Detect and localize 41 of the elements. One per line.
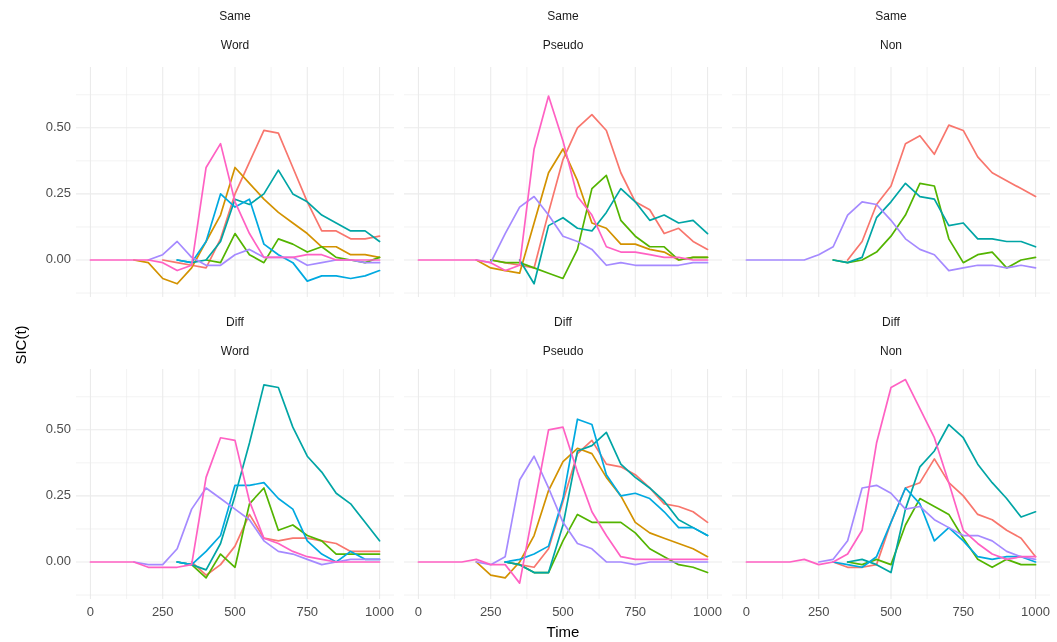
chart-subtitle: Pseudo <box>542 344 584 359</box>
y-tick-label: 0.00 <box>45 553 71 569</box>
x-axis-title: Time <box>546 622 580 640</box>
chart-title: Same <box>547 9 579 24</box>
chart-subtitle: Word <box>220 344 250 359</box>
chart-title: Diff <box>882 315 901 330</box>
line-series <box>176 193 381 282</box>
x-tick-label: 500 <box>552 604 574 620</box>
chart-subtitle: Non <box>879 38 903 53</box>
x-tick-label: 250 <box>807 604 830 620</box>
line-series <box>89 436 381 569</box>
x-tick-label: 250 <box>479 604 502 620</box>
x-tick-label: 0 <box>742 604 751 620</box>
x-tick-label: 1000 <box>365 604 395 620</box>
x-tick-label: 500 <box>880 604 902 620</box>
x-tick-label: 250 <box>151 604 174 620</box>
x-tick-label: 750 <box>296 604 319 620</box>
chart-subtitle: Non <box>879 344 903 359</box>
chart-title: Same <box>875 9 907 24</box>
chart-title: Diff <box>554 315 573 330</box>
x-tick-label: 1000 <box>1021 604 1051 620</box>
y-tick-label: 0.25 <box>45 185 71 201</box>
line-series <box>89 142 381 272</box>
y-tick-label: 0.25 <box>45 487 71 503</box>
x-tick-label: 500 <box>224 604 246 620</box>
x-tick-label: 1000 <box>693 604 723 620</box>
chart-title: Same <box>219 9 251 24</box>
chart-title: Diff <box>226 315 245 330</box>
chart-subtitle: Word <box>220 38 250 53</box>
y-tick-label: 0.00 <box>45 251 71 267</box>
x-tick-label: 750 <box>624 604 647 620</box>
y-tick-label: 0.50 <box>45 119 71 135</box>
line-series <box>161 129 381 269</box>
line-series <box>132 487 381 566</box>
y-axis-title: SIC(t) <box>11 325 29 365</box>
x-tick-label: 750 <box>952 604 975 620</box>
line-series <box>205 232 381 264</box>
x-tick-label: 0 <box>86 604 95 620</box>
chart-subtitle: Pseudo <box>542 38 584 53</box>
y-tick-label: 0.50 <box>45 421 71 437</box>
x-tick-label: 0 <box>414 604 423 620</box>
